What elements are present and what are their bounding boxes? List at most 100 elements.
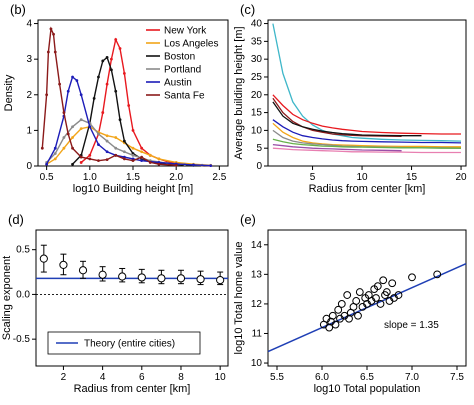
- x-tick-label: 1.0: [83, 172, 97, 183]
- panel-c-series: [272, 23, 462, 154]
- data-point: [373, 282, 382, 291]
- data-point-santa_fe: [174, 163, 178, 167]
- data-point: [331, 320, 340, 329]
- data-point-santa_fe: [46, 50, 50, 54]
- panel-c-frame: [267, 19, 467, 167]
- data-point-santa_fe: [71, 146, 74, 150]
- data-point-austin: [140, 159, 144, 163]
- data-point-santa_fe: [97, 159, 100, 163]
- y-tick-label: 30: [251, 54, 263, 65]
- y-tick-label: 25: [251, 72, 263, 83]
- y-tick-label: 1: [26, 125, 32, 136]
- data-point-santa_fe: [88, 157, 92, 161]
- panel-d-legend-box: [47, 331, 201, 355]
- x-tick-label: 6.5: [360, 372, 374, 383]
- y-tick-label: -0.5: [13, 334, 31, 345]
- data-point: [372, 294, 380, 302]
- legend-label: Los Angeles: [164, 39, 219, 50]
- data-point-austin: [97, 143, 100, 147]
- data-point-portland: [79, 118, 83, 122]
- panel-d-y-axis-label: Scaling exponent: [1, 256, 13, 340]
- data-point-new_york: [105, 82, 109, 86]
- data-point-portland: [131, 153, 135, 157]
- panel-b-label: (b): [10, 2, 26, 17]
- data-point-boston: [105, 55, 109, 59]
- x-tick-label: 8: [178, 372, 184, 383]
- data-point-new_york: [131, 128, 135, 132]
- series-line-extra_pink: [272, 147, 461, 154]
- data-point: [39, 254, 48, 263]
- y-tick-label: 2: [26, 90, 32, 101]
- x-tick-label: 10: [356, 172, 368, 183]
- panel-d: (d) Scaling exponent Radius from center …: [1, 212, 229, 395]
- data-point-austin: [192, 163, 195, 167]
- x-tick-label: 7.0: [405, 372, 419, 383]
- data-point-santa_fe: [53, 50, 57, 54]
- data-point-santa_fe: [58, 82, 61, 86]
- data-point-austin: [79, 93, 83, 97]
- data-point: [394, 291, 403, 299]
- legend-background: [140, 22, 222, 104]
- data-point: [343, 291, 352, 299]
- legend-label: Austin: [164, 78, 192, 89]
- x-tick-label: 15: [406, 172, 418, 183]
- data-point-austin: [88, 125, 92, 129]
- data-point-boston: [110, 68, 113, 72]
- panel-c-label: (c): [240, 2, 255, 17]
- panel-e: (e) log10 Total home value log10 Total p…: [233, 212, 467, 395]
- data-point-santa_fe: [40, 146, 44, 150]
- y-tick-label: 13: [251, 269, 263, 280]
- data-point-boston: [97, 75, 100, 79]
- y-tick-label: 0: [256, 161, 262, 172]
- y-tick-label: 10: [251, 358, 263, 369]
- y-tick-label: 5: [256, 143, 262, 154]
- data-point-portland: [105, 139, 109, 143]
- data-point: [334, 305, 343, 314]
- legend-label: Portland: [164, 65, 201, 76]
- series-line-santa_fe: [272, 97, 402, 138]
- data-point-santa_fe: [122, 157, 126, 161]
- data-point-boston: [92, 96, 96, 100]
- data-point: [137, 273, 146, 282]
- y-tick-label: 10: [251, 125, 263, 136]
- series-line-austin: [45, 75, 211, 167]
- panel-b-ticks: 0.5 1.0 1.5 2.0 2.5 0 1 2 3 4: [26, 19, 226, 183]
- data-point: [196, 275, 205, 284]
- y-tick-label: 14: [251, 240, 263, 251]
- data-point: [78, 266, 88, 275]
- data-point-los_angeles: [157, 157, 161, 161]
- y-tick-label: 3: [26, 54, 32, 65]
- data-point-los_angeles: [131, 146, 135, 150]
- data-point: [337, 300, 346, 308]
- data-point-boston: [118, 118, 122, 122]
- panel-c-y-axis-label: Average building height [m]: [233, 26, 245, 159]
- panel-e-ticks: 5.5 6.0 6.5 7.0 7.5 10 11 12 13 14: [251, 240, 465, 383]
- data-point: [388, 279, 397, 288]
- legend-label: New York: [164, 26, 207, 37]
- panel-d-marks: [36, 244, 228, 295]
- data-point-los_angeles: [53, 157, 57, 161]
- data-point-santa_fe: [148, 161, 152, 164]
- panel-d-legend: Theory (entire cities): [47, 331, 201, 355]
- data-point-new_york: [110, 57, 113, 61]
- panel-e-label: (e): [240, 212, 256, 227]
- series-line-boston: [272, 101, 422, 137]
- series-line-extra_purple: [272, 143, 402, 152]
- data-point: [118, 272, 127, 281]
- y-tick-label: 40: [251, 19, 263, 30]
- data-point: [352, 297, 361, 305]
- data-point-portland: [97, 132, 100, 136]
- data-point-santa_fe: [66, 132, 70, 136]
- x-tick-label: 2.5: [212, 172, 226, 183]
- panel-d-frame: [35, 229, 229, 367]
- y-tick-label: 0: [26, 161, 32, 172]
- x-tick-label: 5.5: [270, 372, 284, 383]
- data-point-new_york: [114, 38, 118, 41]
- data-point: [328, 311, 337, 320]
- data-point-new_york: [118, 47, 122, 50]
- panel-d-x-axis-label: Radius from center [km]: [74, 383, 191, 395]
- x-tick-label: 2.0: [169, 172, 183, 183]
- data-point-new_york: [101, 111, 105, 114]
- panel-e-y-axis-label: log10 Total home value: [233, 242, 245, 355]
- data-point-boston: [114, 89, 118, 93]
